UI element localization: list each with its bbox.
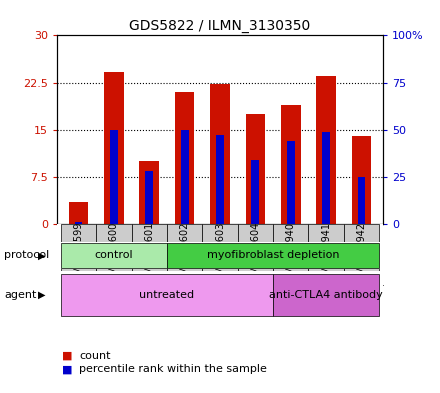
Text: ▶: ▶ (38, 290, 46, 300)
Bar (139, 161, 159, 224)
Bar (132, 224, 167, 285)
Text: GSM1276600: GSM1276600 (109, 222, 119, 287)
Bar (69, 202, 88, 224)
Bar (358, 177, 366, 224)
Bar (210, 84, 230, 224)
Bar (181, 130, 188, 224)
Bar (273, 274, 379, 316)
Text: anti-CTLA4 antibody: anti-CTLA4 antibody (269, 290, 383, 300)
Bar (273, 224, 308, 285)
Bar (145, 171, 153, 224)
Bar (322, 132, 330, 224)
Bar (352, 136, 371, 224)
Text: ■: ■ (62, 364, 72, 375)
Bar (308, 224, 344, 285)
Bar (238, 224, 273, 285)
Bar (61, 274, 273, 316)
Text: count: count (79, 351, 111, 361)
Title: GDS5822 / ILMN_3130350: GDS5822 / ILMN_3130350 (129, 19, 311, 33)
Text: myofibroblast depletion: myofibroblast depletion (207, 250, 339, 261)
Bar (281, 105, 301, 224)
Text: GSM1276599: GSM1276599 (73, 222, 84, 287)
Text: GSM1303942: GSM1303942 (356, 222, 367, 287)
Text: GSM1276603: GSM1276603 (215, 222, 225, 287)
Bar (110, 130, 118, 224)
Bar (167, 224, 202, 285)
Text: percentile rank within the sample: percentile rank within the sample (79, 364, 267, 375)
Text: protocol: protocol (4, 250, 50, 261)
Bar (61, 224, 96, 285)
Text: GSM1276601: GSM1276601 (144, 222, 154, 287)
Bar (74, 222, 82, 224)
Bar (96, 224, 132, 285)
Text: ■: ■ (62, 351, 72, 361)
Bar (167, 243, 379, 268)
Text: untreated: untreated (139, 290, 194, 300)
Bar (316, 76, 336, 224)
Bar (104, 72, 124, 224)
Text: GSM1303940: GSM1303940 (286, 222, 296, 287)
Bar (287, 141, 295, 224)
Bar (61, 243, 167, 268)
Bar (216, 135, 224, 224)
Text: ▶: ▶ (38, 250, 46, 261)
Text: GSM1303941: GSM1303941 (321, 222, 331, 287)
Bar (175, 92, 194, 224)
Bar (344, 224, 379, 285)
Bar (246, 114, 265, 224)
Text: agent: agent (4, 290, 37, 300)
Text: GSM1276604: GSM1276604 (250, 222, 260, 287)
Bar (202, 224, 238, 285)
Text: control: control (95, 250, 133, 261)
Text: GSM1276602: GSM1276602 (180, 222, 190, 287)
Bar (252, 160, 259, 224)
